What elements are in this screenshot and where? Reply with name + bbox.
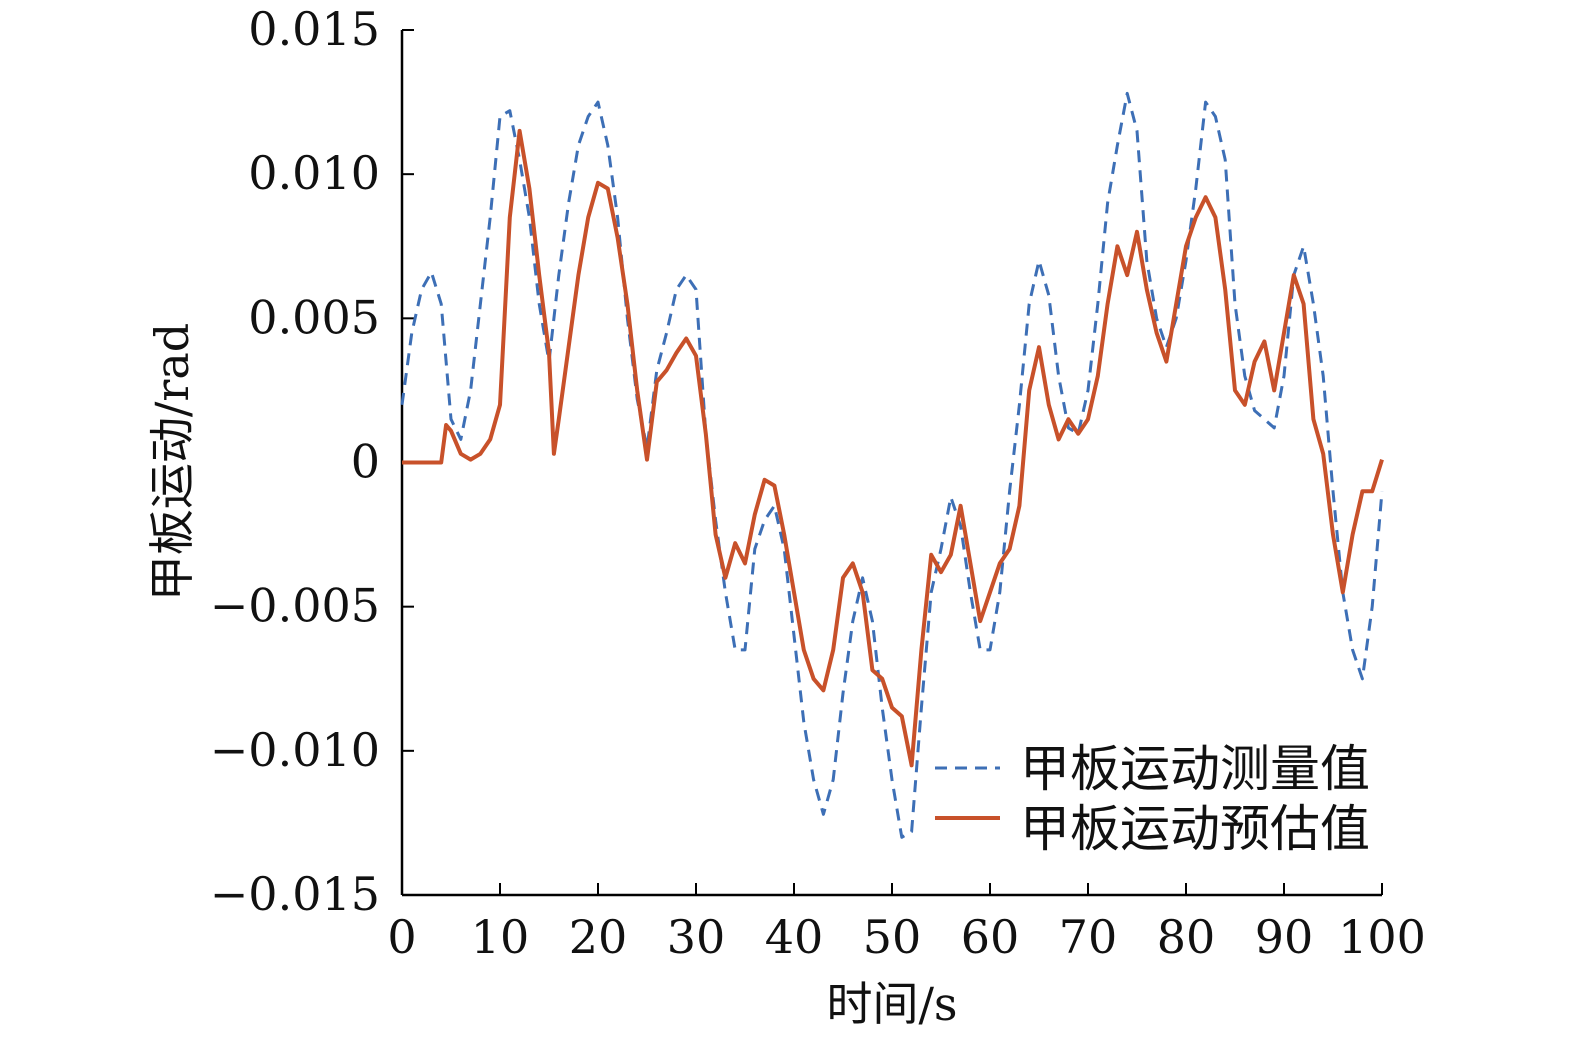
y-tick-label: −0.015 [210,867,380,921]
y-tick-label: 0.010 [248,146,380,200]
x-tick-label: 100 [1338,910,1426,964]
series-line-measured [400,91,1384,839]
x-tick-label: 40 [765,910,824,964]
y-tick-label: 0.005 [248,290,380,344]
x-tick-label: 20 [569,910,628,964]
x-tick-label: 90 [1255,910,1314,964]
y-axis-title: 甲板运动/rad [145,323,199,601]
y-tick-label: −0.010 [210,723,380,777]
x-ticks: 0 10 20 30 40 50 60 70 80 90 100 [387,883,1426,964]
plot-lines [400,91,1384,839]
series-line-estimated [402,128,1384,768]
legend-label-estimated: 甲板运动预估值 [1020,800,1370,858]
x-tick-label: 10 [471,910,530,964]
x-tick-label: 30 [667,910,726,964]
y-tick-label: 0 [351,435,380,489]
legend-label-measured: 甲板运动测量值 [1020,740,1370,798]
x-tick-label: 0 [387,910,416,964]
x-tick-label: 60 [961,910,1020,964]
y-tick-label: −0.005 [210,579,380,633]
y-tick-label: 0.015 [248,2,380,56]
x-tick-label: 70 [1059,910,1118,964]
x-tick-label: 50 [863,910,922,964]
x-axis-title: 时间/s [826,977,957,1031]
y-ticks: 0.015 0.010 0.005 0 −0.005 −0.010 −0.015 [210,2,414,921]
legend: 甲板运动测量值 甲板运动预估值 [935,740,1370,858]
x-tick-label: 80 [1157,910,1216,964]
